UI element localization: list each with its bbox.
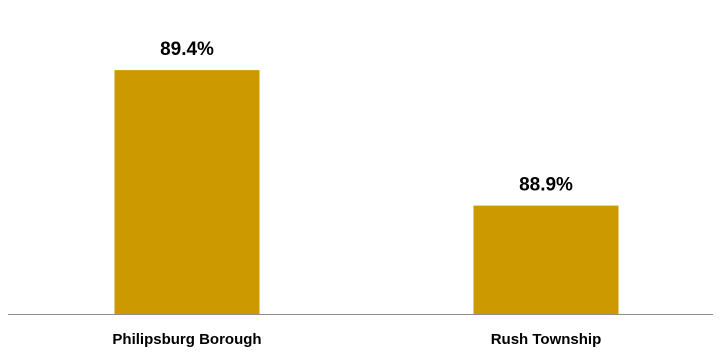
- bar-1: [473, 205, 619, 314]
- data-label-0: 89.4%: [160, 39, 214, 60]
- x-tick-label-1: Rush Township: [491, 331, 602, 348]
- labels-layer: 89.4% Philipsburg Borough 88.9% Rush Townsh…: [112, 39, 601, 348]
- data-label-1: 88.9%: [519, 175, 573, 196]
- x-tick-label-0: Philipsburg Borough: [112, 331, 261, 348]
- bars-layer: [114, 70, 619, 314]
- bar-0: [114, 70, 260, 314]
